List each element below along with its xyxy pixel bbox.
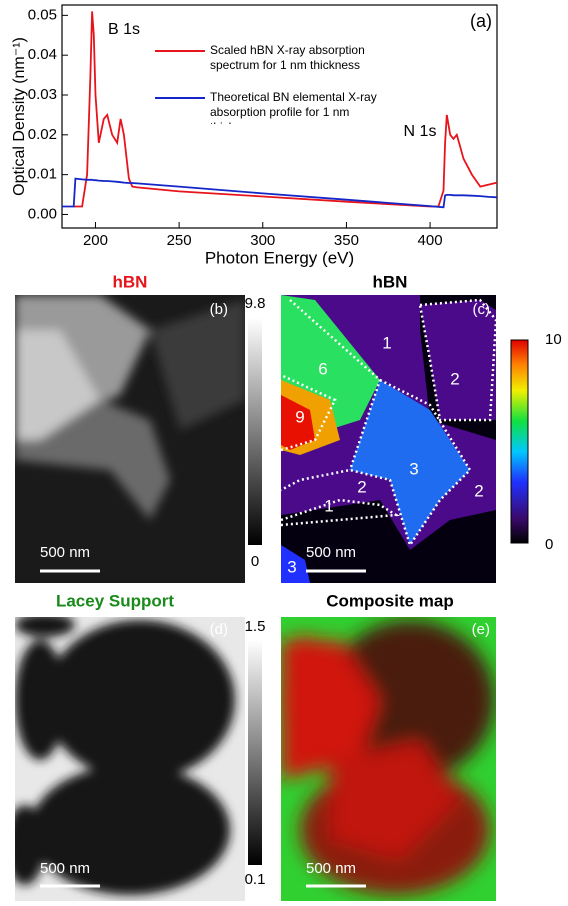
series-line (62, 179, 497, 208)
region-label: 9 (295, 407, 304, 426)
region-label: 2 (474, 481, 483, 500)
panel-tag: (c) (473, 301, 491, 318)
panel-tag: (d) (210, 621, 228, 638)
colorbar-min: 0.1 (245, 871, 266, 888)
colorbar (511, 340, 528, 543)
image (5, 613, 245, 901)
colorbar-min: 0 (545, 536, 553, 553)
x-tick-label: 250 (167, 232, 192, 249)
figure: 0.000.010.020.030.040.05200250300350400P… (0, 0, 568, 901)
spectrum-chart: 0.00 0.01 0.02 0.03 0.04 0.05 200 250 300 350 400 P… (11, 5, 497, 267)
colorbar (248, 640, 262, 865)
x-tick-label: 300 (250, 232, 275, 249)
colorbar-min: 0 (251, 553, 259, 570)
panel-d: Lacey Support (d) 1.5 0.1 500 nm (5, 591, 265, 901)
scalebar-label: 500 nm (306, 860, 356, 877)
panel-tag: (b) (210, 301, 228, 318)
legend-label: Scaled hBN X-ray absorption spectrum for… (210, 43, 390, 73)
x-axis-label: Photon Energy (eV) (205, 248, 354, 267)
region-label: 1 (324, 496, 333, 515)
region-label: 2 (450, 369, 459, 388)
panel-title: Lacey Support (56, 591, 174, 610)
region-label: 1 (382, 333, 391, 352)
legend-label: Theoretical BN elemental X-ray absorptio… (210, 90, 390, 124)
panel-b: hBN (b) 9.8 0 500 nm (15, 272, 265, 583)
colorbar-max: 9.8 (245, 295, 266, 312)
image (280, 617, 496, 901)
scalebar-label: 500 nm (306, 544, 356, 561)
x-tick-label: 350 (334, 232, 359, 249)
legend-entry: Scaled hBN X-ray absorption spectrum for… (210, 43, 390, 77)
colorbar (248, 318, 262, 545)
panel-tag: (e) (472, 621, 490, 638)
y-tick-label: 0.03 (28, 86, 57, 103)
x-tick-label: 400 (418, 232, 443, 249)
legend-entry: Theoretical BN elemental X-ray absorptio… (210, 90, 390, 124)
panel-title: hBN (113, 272, 148, 291)
annotation: B 1s (108, 21, 140, 38)
panel-e: Composite map (e) 500 nm (280, 591, 496, 901)
y-tick-label: 0.05 (28, 6, 57, 23)
annotation: N 1s (404, 123, 437, 140)
region-label: 2 (357, 477, 366, 496)
scalebar-label: 500 nm (40, 544, 90, 561)
panel-title: hBN (373, 272, 408, 291)
region-label: 3 (409, 459, 418, 478)
y-tick-label: 0.00 (28, 205, 57, 222)
x-tick-label: 200 (83, 232, 108, 249)
panel-title: Composite map (326, 591, 454, 610)
y-tick-label: 0.04 (28, 46, 57, 63)
region-label: 6 (318, 359, 327, 378)
y-tick-label: 0.02 (28, 126, 57, 143)
panel-c: hBN (c) 1 6 2 9 3 2 1 2 3 10 0 500 nm (281, 272, 562, 583)
colorbar-max: 10 (545, 331, 562, 348)
region-label: 3 (287, 557, 296, 576)
scalebar-label: 500 nm (40, 860, 90, 877)
colorbar-max: 1.5 (245, 618, 266, 635)
y-tick-label: 0.01 (28, 166, 57, 183)
annotation: (a) (470, 11, 492, 31)
image (15, 295, 245, 583)
y-axis-label: Optical Density (nm⁻¹) (11, 37, 28, 196)
